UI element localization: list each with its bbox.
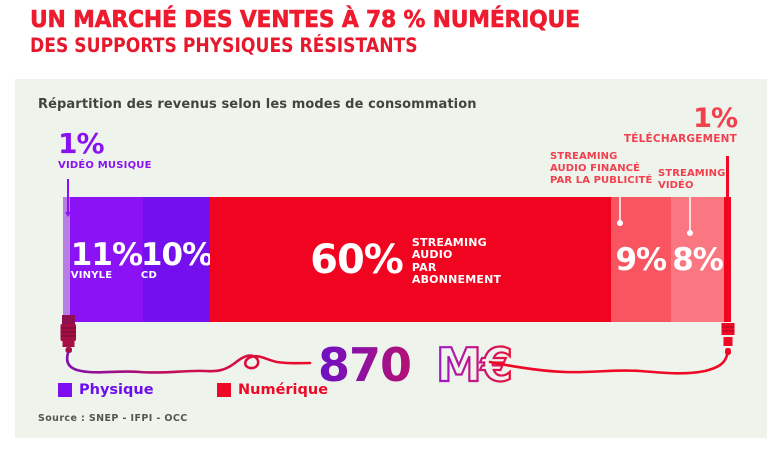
annotation-video-musique: 1% VIDÉO MUSIQUE bbox=[58, 127, 152, 172]
cd-value: 10% bbox=[140, 236, 213, 273]
chart-title: Répartition des revenus selon les modes … bbox=[38, 97, 477, 112]
video-musique-value: 1% bbox=[58, 127, 105, 160]
chart-panel: Répartition des revenus selon les modes … bbox=[15, 79, 767, 438]
cable-right bbox=[488, 353, 729, 375]
legend-physique: Physique bbox=[58, 382, 154, 398]
cd-label: CD bbox=[140, 269, 157, 281]
physique-swatch-icon bbox=[58, 383, 72, 397]
cable-left bbox=[65, 351, 312, 374]
legend-physique-label: Physique bbox=[79, 382, 154, 398]
telechargement-value: 1% bbox=[693, 103, 738, 134]
arrow-down-icon bbox=[65, 212, 71, 217]
legend-numerique: Numérique bbox=[217, 382, 328, 398]
bar-segment-cd: 10% CD bbox=[140, 197, 213, 322]
page-title: UN MARCHÉ DES VENTES À 78 % NUMÉRIQUE bbox=[30, 5, 581, 34]
page-subtitle: DES SUPPORTS PHYSIQUES RÉSISTANTS bbox=[30, 34, 418, 57]
bar-segment-vinyle: 11% VINYLE bbox=[69, 197, 144, 322]
annotation-telechargement: 1% TÉLÉCHARGEMENT bbox=[623, 103, 738, 145]
streaming-video-value: 8% bbox=[672, 241, 724, 278]
numerique-swatch-icon bbox=[217, 383, 231, 397]
total-amount-unit: M€ bbox=[436, 338, 512, 392]
annotation-streaming-pub: STREAMING AUDIO FINANCÉ PAR LA PUBLICITÉ bbox=[550, 151, 653, 186]
vinyle-label: VINYLE bbox=[70, 269, 113, 281]
connector-pub-line bbox=[617, 197, 623, 226]
total-amount-value: 870 bbox=[318, 338, 411, 392]
connector-telechargement bbox=[726, 156, 729, 197]
stacked-bar: 11% VINYLE 10% CD 60% STREAMING AUDIO PA… bbox=[63, 197, 731, 322]
source-note: Source : SNEP - IFPI - OCC bbox=[38, 413, 188, 424]
bar-segment-streaming-video: 8% bbox=[670, 197, 725, 322]
legend-numerique-label: Numérique bbox=[238, 382, 329, 398]
dot-icon bbox=[617, 220, 623, 226]
bar-segment-streaming-pub: 9% bbox=[610, 197, 671, 322]
total-amount: 870 M€ bbox=[318, 338, 512, 392]
jack-plug-right-icon bbox=[721, 323, 735, 355]
connector-video-musique bbox=[65, 179, 71, 217]
page-header: UN MARCHÉ DES VENTES À 78 % NUMÉRIQUE DE… bbox=[30, 5, 621, 57]
streaming-pub-value: 9% bbox=[615, 241, 667, 278]
bar-segment-telechargement bbox=[724, 197, 731, 322]
connector-video-line bbox=[687, 197, 693, 236]
vinyle-value: 11% bbox=[70, 236, 143, 273]
dot-icon bbox=[687, 230, 693, 236]
streaming-abonnement-value: 60% bbox=[310, 236, 404, 283]
video-musique-label: VIDÉO MUSIQUE bbox=[58, 160, 152, 171]
bar-segment-streaming-abonnement: 60% STREAMING AUDIO PAR ABONNEMENT bbox=[209, 197, 611, 322]
telechargement-label: TÉLÉCHARGEMENT bbox=[623, 133, 737, 145]
annotation-streaming-video: STREAMING VIDÉO bbox=[658, 168, 726, 191]
streaming-abonnement-label: STREAMING AUDIO PAR ABONNEMENT bbox=[411, 235, 502, 286]
bar-segment-video-musique bbox=[63, 197, 70, 322]
